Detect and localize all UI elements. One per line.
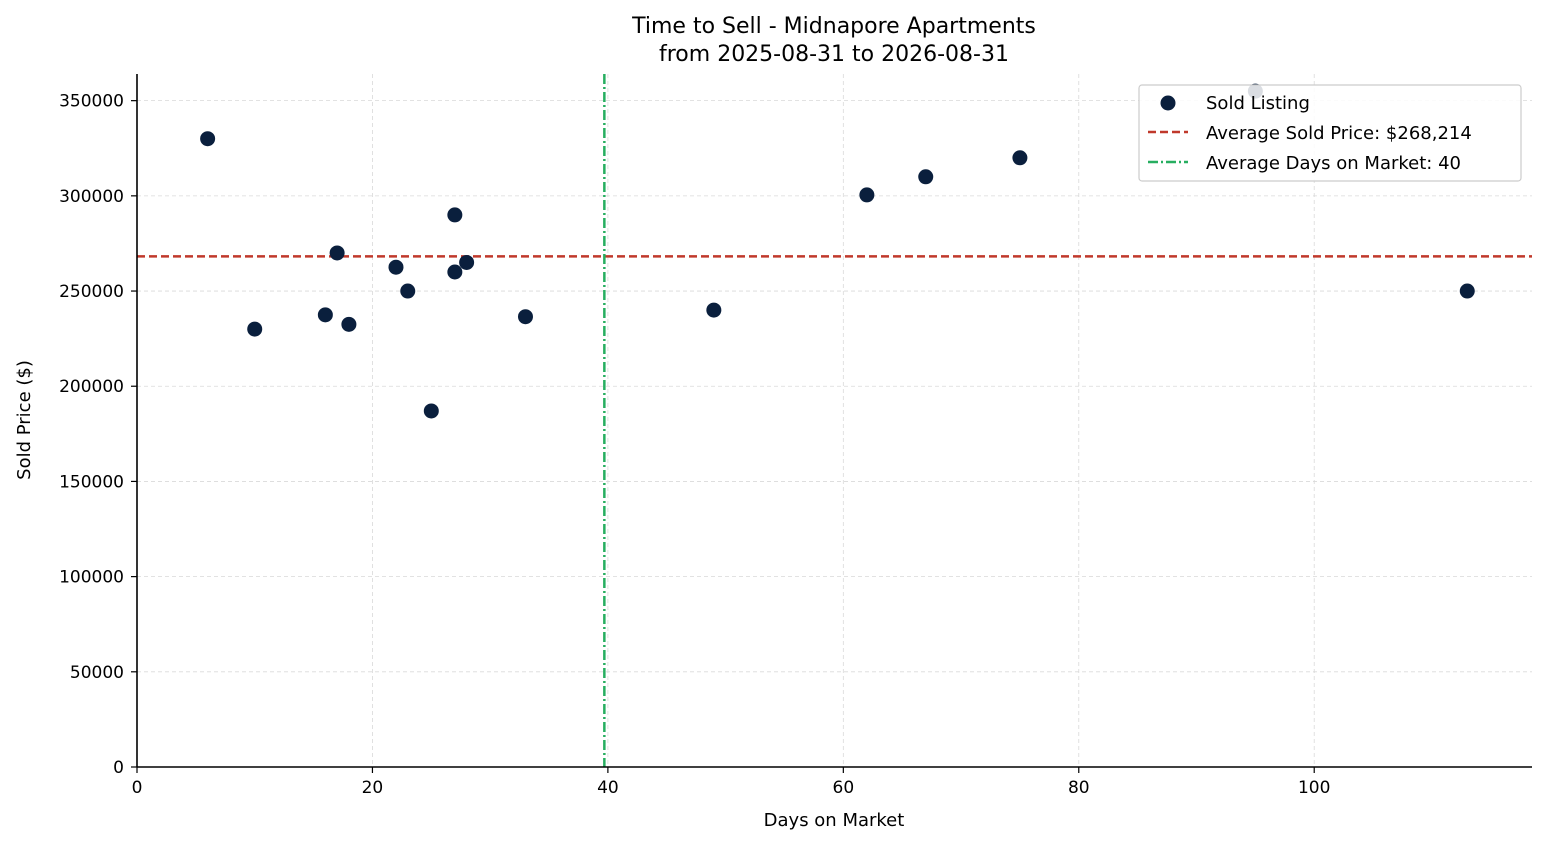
y-tick-label: 0 xyxy=(113,758,124,778)
x-tick-label: 100 xyxy=(1298,778,1330,798)
y-tick-label: 100000 xyxy=(59,568,124,588)
legend-marker-sold-listing xyxy=(1160,95,1176,111)
x-tick-label: 20 xyxy=(362,778,384,798)
x-tick-label: 60 xyxy=(833,778,855,798)
reference-lines xyxy=(137,74,1532,767)
chart-subtitle: from 2025-08-31 to 2026-08-31 xyxy=(659,42,1009,67)
data-point xyxy=(329,245,345,261)
data-point xyxy=(447,207,463,223)
legend-label-sold-listing: Sold Listing xyxy=(1206,93,1310,114)
data-point xyxy=(706,302,722,318)
data-point xyxy=(200,131,216,147)
grid-layer xyxy=(137,74,1532,767)
y-tick-label: 250000 xyxy=(59,282,124,302)
x-tick-label: 0 xyxy=(132,778,143,798)
x-tick-label: 40 xyxy=(597,778,619,798)
legend-label-avg-price: Average Sold Price: $268,214 xyxy=(1206,123,1472,144)
chart-title: Time to Sell - Midnapore Apartments xyxy=(631,14,1036,39)
data-point xyxy=(247,321,263,337)
data-point xyxy=(459,254,475,270)
data-point xyxy=(1459,283,1475,299)
x-tick-label: 80 xyxy=(1068,778,1090,798)
legend: Sold Listing Average Sold Price: $268,21… xyxy=(1138,84,1522,182)
y-tick-label: 200000 xyxy=(59,377,124,397)
data-point xyxy=(918,169,934,185)
x-axis-label: Days on Market xyxy=(764,810,905,831)
data-point xyxy=(317,307,333,323)
data-point xyxy=(341,316,357,332)
data-point xyxy=(517,309,533,325)
data-point xyxy=(447,264,463,280)
data-point xyxy=(1012,150,1028,166)
y-axis-label: Sold Price ($) xyxy=(14,360,35,480)
y-tick-label: 350000 xyxy=(59,92,124,112)
y-tick-label: 150000 xyxy=(59,472,124,492)
legend-box xyxy=(1138,84,1522,182)
data-point xyxy=(859,187,875,203)
data-point xyxy=(400,283,416,299)
data-point xyxy=(423,403,439,419)
y-tick-label: 300000 xyxy=(59,187,124,207)
legend-label-avg-days: Average Days on Market: 40 xyxy=(1206,153,1461,174)
y-tick-label: 50000 xyxy=(70,663,124,683)
data-point xyxy=(388,259,404,275)
axes: 0 20 40 60 80 100 0 50000 100000 150000 200000 2500… xyxy=(59,74,1532,798)
